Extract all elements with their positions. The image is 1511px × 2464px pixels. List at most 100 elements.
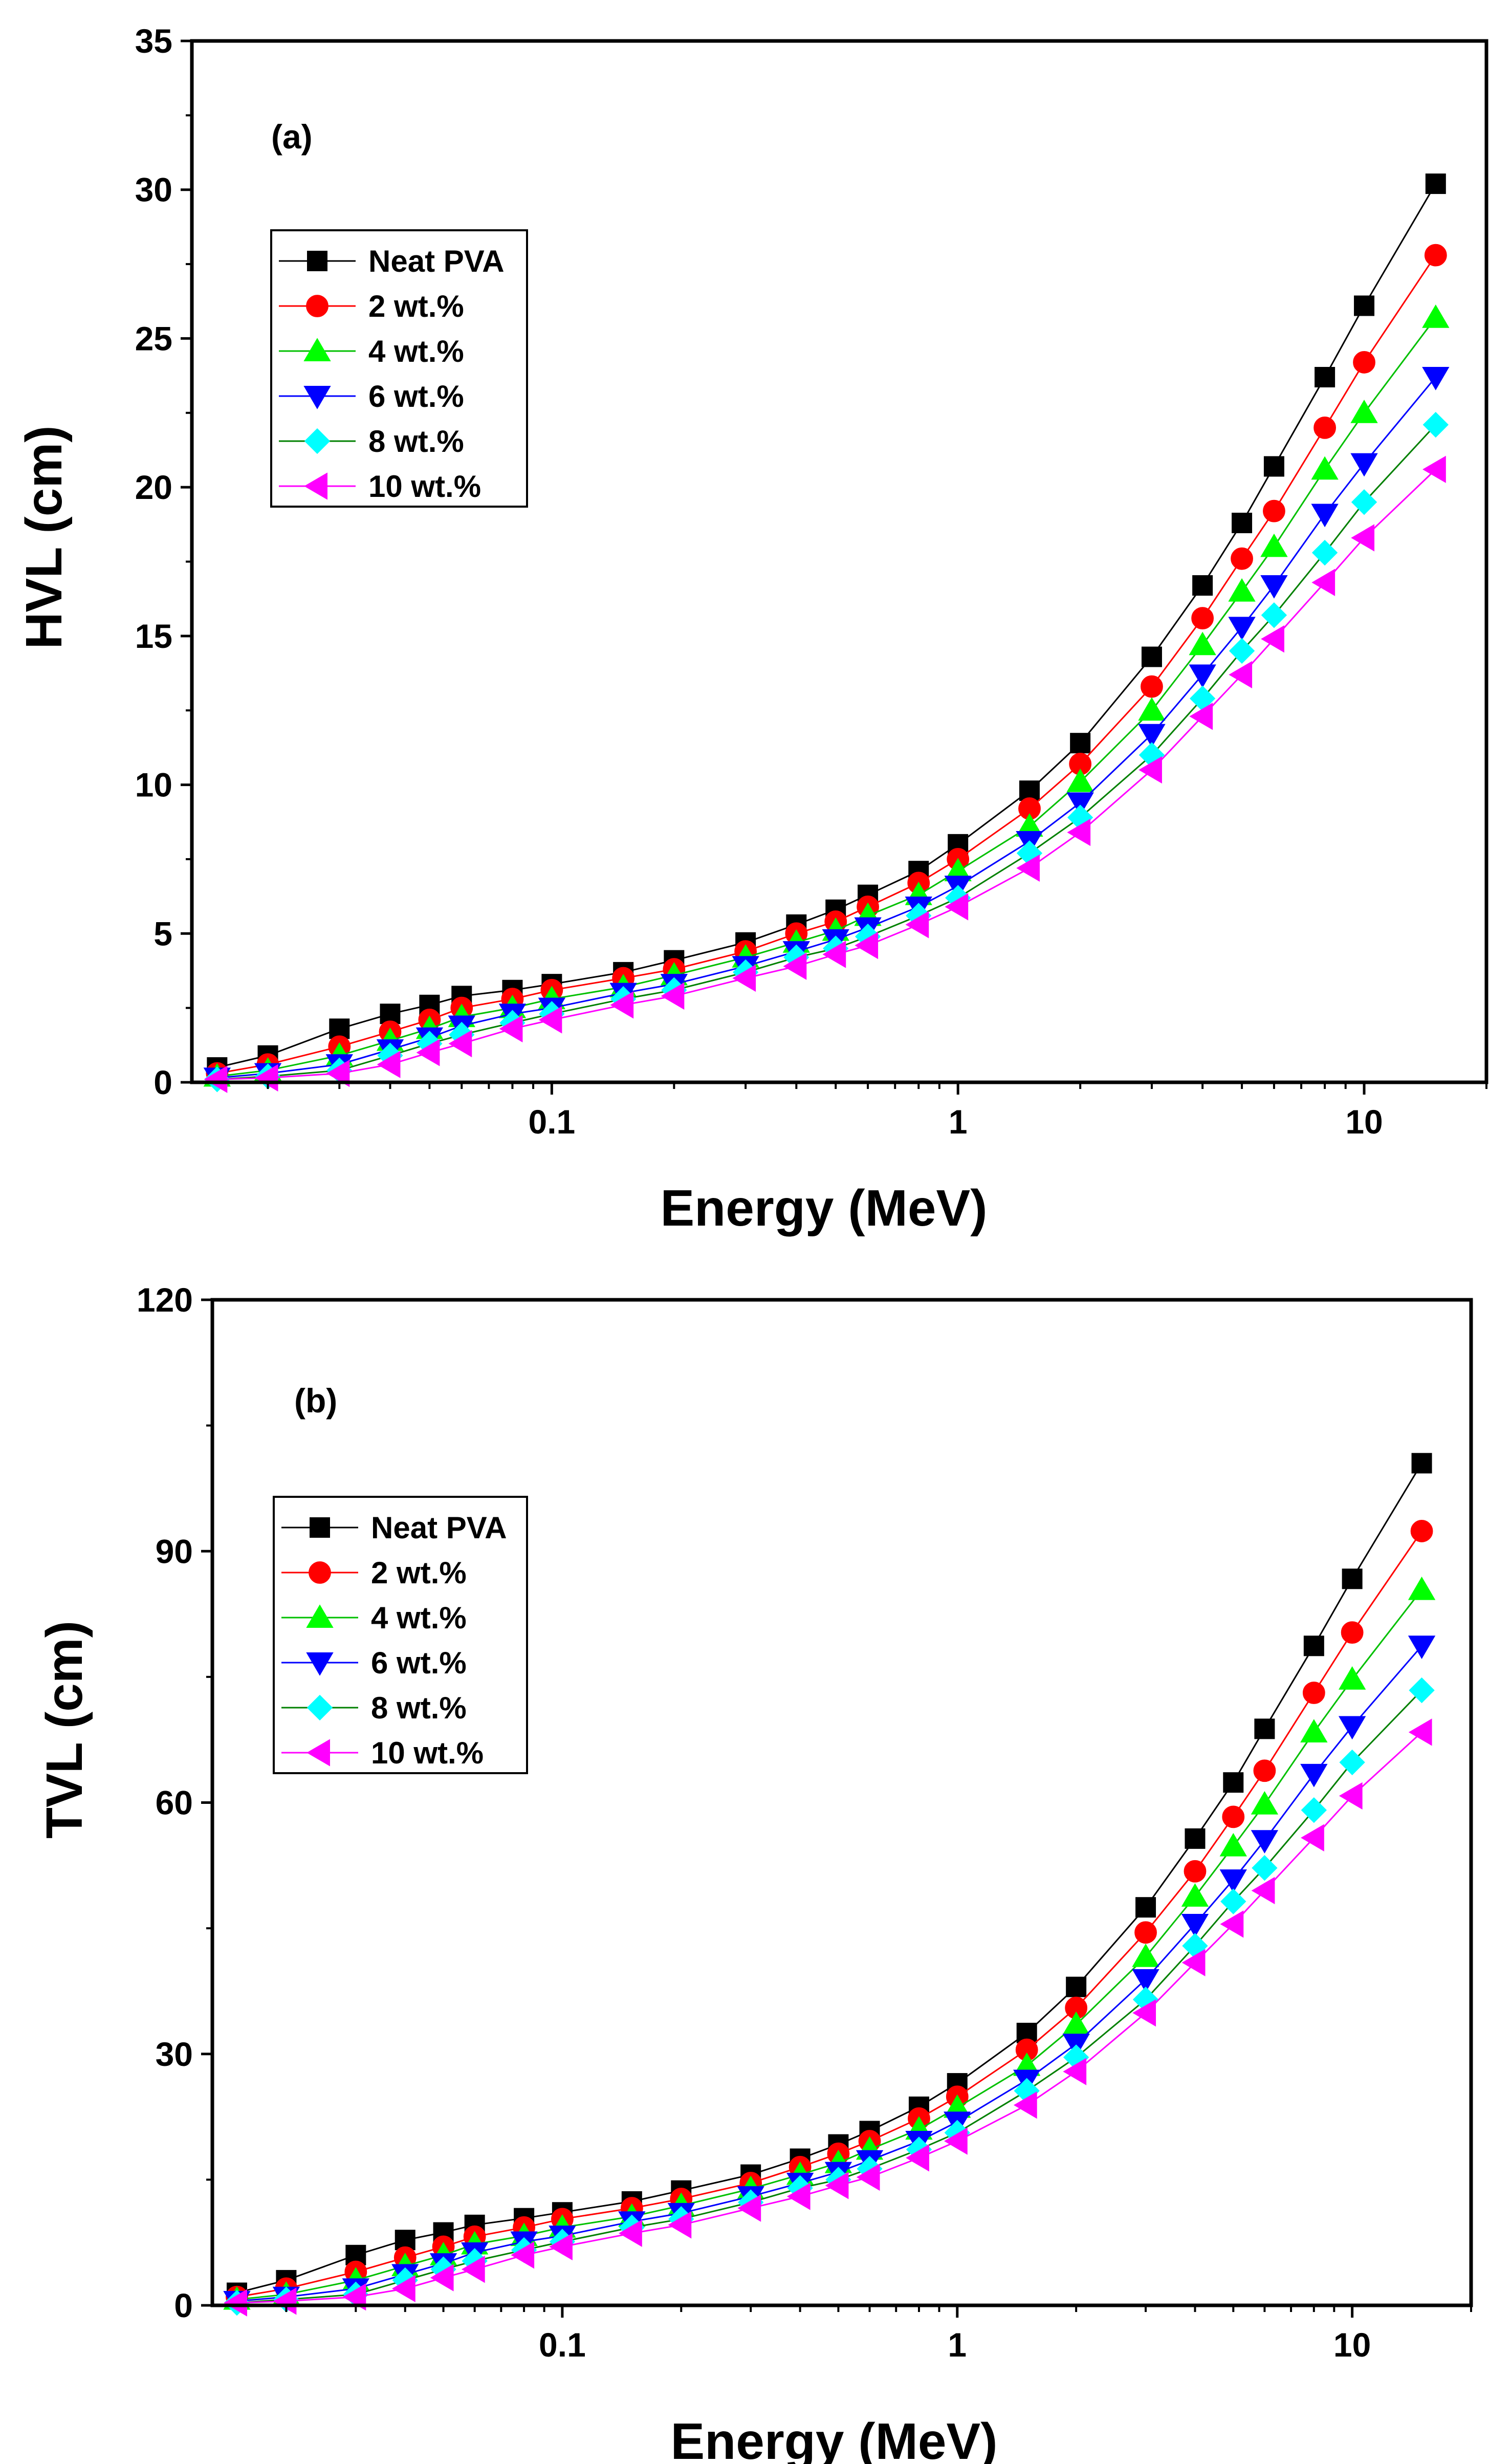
data-point xyxy=(1222,1805,1245,1828)
data-point xyxy=(1181,1883,1209,1907)
data-point xyxy=(1408,1718,1432,1746)
data-point xyxy=(1301,1797,1327,1823)
series-10-wt- xyxy=(204,455,1446,1093)
x-tick-label: 1 xyxy=(949,1103,968,1141)
data-point xyxy=(1135,1897,1156,1918)
data-point xyxy=(1219,1833,1247,1857)
data-point xyxy=(342,2283,366,2311)
series-10-wt- xyxy=(224,1718,1432,2317)
y-tick-label: 0 xyxy=(154,1063,172,1101)
plot-frame xyxy=(190,39,1488,1084)
data-point xyxy=(1220,1910,1244,1938)
data-point xyxy=(1132,1944,1159,1967)
data-point xyxy=(1228,578,1256,602)
data-point xyxy=(1251,1791,1279,1815)
data-point xyxy=(1252,1855,1278,1881)
data-point xyxy=(1220,1888,1246,1914)
legend-box xyxy=(270,229,528,508)
data-point xyxy=(905,911,929,939)
panel-label: (a) xyxy=(271,118,313,156)
legend-label: 4 wt.% xyxy=(371,1601,467,1635)
data-point xyxy=(668,2211,692,2239)
data-point xyxy=(1066,769,1094,792)
data-point xyxy=(1341,1621,1364,1644)
legend-marker xyxy=(304,472,327,500)
data-point xyxy=(1228,617,1256,641)
data-point xyxy=(1409,1677,1435,1704)
data-point xyxy=(1229,661,1253,689)
data-point xyxy=(1338,1666,1366,1690)
data-point xyxy=(1189,631,1216,656)
legend-label: 6 wt.% xyxy=(368,379,464,413)
data-point xyxy=(1138,756,1162,784)
legend-label: Neat PVA xyxy=(371,1511,507,1545)
data-point xyxy=(856,2163,880,2191)
data-point xyxy=(1181,1949,1206,1976)
legend-marker xyxy=(309,1561,331,1584)
data-point xyxy=(1181,1913,1209,1937)
data-point xyxy=(1223,1772,1244,1793)
data-point xyxy=(786,2183,811,2210)
x-axis-title: Energy (MeV) xyxy=(660,1180,987,1237)
data-point xyxy=(1422,367,1450,390)
legend-label: 4 wt.% xyxy=(368,334,464,368)
data-point xyxy=(273,2287,297,2315)
data-point xyxy=(1016,854,1040,882)
data-point xyxy=(610,991,634,1019)
data-point xyxy=(1301,1824,1324,1851)
data-point xyxy=(1411,1453,1432,1474)
data-point xyxy=(1254,1718,1275,1739)
data-point xyxy=(1219,1869,1247,1893)
data-point xyxy=(1311,569,1335,596)
data-point xyxy=(1263,499,1285,522)
y-tick-label: 60 xyxy=(156,1784,193,1822)
legend: Neat PVA 2 wt.% 4 wt.% 6 wt.% 8 wt.% 10 wt.% xyxy=(273,1496,528,1774)
data-point xyxy=(1261,602,1287,628)
data-point xyxy=(1422,455,1446,483)
data-point xyxy=(1066,792,1094,816)
data-point xyxy=(1422,304,1450,328)
data-point xyxy=(1350,400,1378,423)
data-point xyxy=(326,1059,350,1087)
data-point xyxy=(1251,1830,1279,1854)
data-point xyxy=(1189,703,1213,730)
data-point xyxy=(549,2233,573,2261)
y-tick-label: 25 xyxy=(135,319,172,357)
data-point xyxy=(825,2172,849,2199)
data-point xyxy=(1311,504,1339,528)
data-point xyxy=(1132,1969,1159,1993)
data-point xyxy=(1251,1877,1275,1905)
x-tick-label: 10 xyxy=(1345,1103,1383,1141)
data-point xyxy=(945,893,969,921)
data-point xyxy=(661,982,685,1010)
data-point xyxy=(1351,489,1377,515)
y-tick-label: 120 xyxy=(137,1281,193,1319)
y-tick-label: 90 xyxy=(156,1532,193,1570)
legend-label: 6 wt.% xyxy=(371,1646,467,1680)
x-axis-title: Energy (MeV) xyxy=(670,2413,997,2464)
data-point xyxy=(783,952,807,980)
y-tick-label: 0 xyxy=(174,2286,193,2324)
data-point xyxy=(1408,1576,1436,1600)
data-point xyxy=(1338,1716,1366,1740)
legend-label: 10 wt.% xyxy=(368,469,481,504)
y-tick-label: 30 xyxy=(156,2035,193,2073)
data-point xyxy=(737,2194,761,2222)
data-point xyxy=(1260,575,1288,599)
data-point xyxy=(1311,456,1339,480)
chart-panel-tvl: 0 30 60 90 120 0.1 1 10 (b) Energy (MeV) TVL (c… xyxy=(36,1281,1473,2464)
data-point xyxy=(1315,367,1335,388)
legend-label: Neat PVA xyxy=(368,244,505,278)
data-point xyxy=(377,1051,401,1078)
data-point xyxy=(1303,1636,1324,1656)
data-point xyxy=(204,1065,228,1093)
legend-label: 10 wt.% xyxy=(371,1736,484,1770)
data-point xyxy=(619,2219,642,2247)
data-point xyxy=(1408,1636,1436,1660)
data-point xyxy=(254,1064,278,1092)
data-point xyxy=(499,1015,523,1043)
data-point xyxy=(1339,1749,1365,1776)
legend-label: 2 wt.% xyxy=(368,289,464,323)
legend-marker xyxy=(304,428,331,454)
